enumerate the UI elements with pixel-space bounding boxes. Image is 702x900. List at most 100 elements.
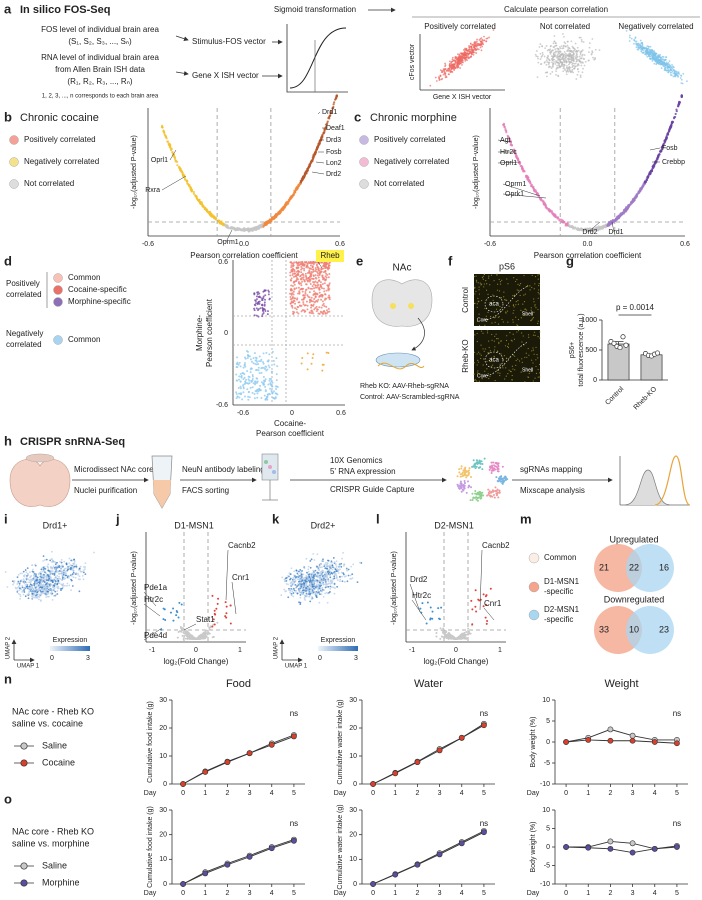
volcano-point xyxy=(576,227,579,231)
volcano-point xyxy=(163,133,167,137)
cloud-point xyxy=(648,48,651,51)
volcano-point xyxy=(609,221,613,224)
micrograph-speckle xyxy=(499,372,501,374)
scatter-point xyxy=(290,284,293,287)
cloud-point xyxy=(649,45,652,48)
micrograph-speckle xyxy=(497,338,499,340)
cloud-point xyxy=(580,57,583,59)
scatter-point xyxy=(304,274,307,277)
cloud-point xyxy=(563,57,566,60)
scatter-point xyxy=(303,269,306,272)
scatter-point xyxy=(302,274,305,277)
scatter-point xyxy=(319,284,322,287)
micrograph-speckle xyxy=(537,376,539,378)
volcano-point xyxy=(308,163,311,166)
label: aca xyxy=(489,302,499,308)
micrograph-speckle xyxy=(503,355,506,357)
volcano-point xyxy=(201,204,204,207)
micrograph-speckle xyxy=(498,290,501,292)
micrograph-speckle xyxy=(507,346,510,349)
scatter-point xyxy=(322,265,325,268)
umap-icon-point xyxy=(504,475,507,478)
cloud-point xyxy=(662,58,665,61)
gene-label: Crebbp xyxy=(662,159,685,166)
micrograph-speckle xyxy=(512,304,515,306)
cloud-point xyxy=(492,29,495,31)
volcano-point xyxy=(321,136,324,139)
cloud-point xyxy=(439,74,442,77)
scatter-point xyxy=(294,307,297,310)
label: Rheb-KO xyxy=(461,339,470,372)
legend-label: Common xyxy=(68,335,100,344)
scatter-point xyxy=(262,375,265,378)
label: 5' RNA expression xyxy=(330,467,396,476)
micrograph-speckle xyxy=(477,370,479,372)
umap-icon-point xyxy=(498,491,501,494)
scatter-point xyxy=(262,382,265,385)
umap-icon-point xyxy=(476,496,479,499)
volcano-point xyxy=(573,227,576,230)
scatter-point xyxy=(295,308,298,311)
umap-icon-point xyxy=(487,488,490,491)
cloud-point xyxy=(567,70,570,73)
scatter-point xyxy=(275,373,278,376)
micrograph-speckle xyxy=(505,367,507,369)
umap-point xyxy=(27,597,30,600)
scatter-point xyxy=(238,392,241,395)
micrograph-speckle xyxy=(488,346,490,349)
cloud-point xyxy=(628,34,631,37)
umap-point xyxy=(43,559,46,561)
cloud-point xyxy=(471,53,473,56)
cloud-point xyxy=(565,56,568,59)
micrograph-speckle xyxy=(529,289,531,291)
umap-icon-point xyxy=(467,484,470,487)
umap-point xyxy=(57,579,59,582)
umap-point xyxy=(66,584,68,587)
cloud-point xyxy=(671,70,674,73)
micrograph-speckle xyxy=(508,369,510,371)
volcano-point xyxy=(547,207,550,211)
scatter-point xyxy=(268,377,271,380)
umap-icon-point xyxy=(467,480,470,483)
umap-icon-point xyxy=(499,475,502,478)
scatter-point xyxy=(298,282,301,285)
cloud-point xyxy=(475,52,478,54)
umap-icon-point xyxy=(497,470,500,473)
scatter-point xyxy=(292,272,295,275)
cloud-point xyxy=(485,40,488,43)
cloud-point xyxy=(569,69,571,72)
umap-icon-point xyxy=(491,464,494,467)
scatter-point xyxy=(265,365,268,368)
cloud-point xyxy=(466,52,469,55)
umap-point xyxy=(22,593,25,596)
legend-label: Positively correlated xyxy=(24,135,96,144)
scatter-point xyxy=(328,296,331,299)
label: (S₁, S₂, S₃, ..., Sₙ) xyxy=(68,37,132,46)
cloud-point xyxy=(441,77,444,80)
umap-icon-point xyxy=(492,494,495,497)
scatter-point xyxy=(237,363,240,366)
cloud-point xyxy=(451,58,454,61)
micrograph-speckle xyxy=(533,301,535,303)
scatter-point xyxy=(324,278,327,281)
scatter-point xyxy=(269,387,272,390)
micrograph-speckle xyxy=(524,381,526,383)
scatter-point xyxy=(242,385,245,388)
scatter-point xyxy=(255,369,258,372)
gene-label: Oprm1 xyxy=(217,239,239,246)
sigmoid-curve xyxy=(289,27,347,89)
micrograph-speckle xyxy=(486,330,489,332)
cloud-point xyxy=(444,65,447,68)
cloud-point xyxy=(657,58,659,61)
scatter-point xyxy=(308,291,311,294)
cloud-point xyxy=(651,60,654,62)
micrograph-speckle xyxy=(476,380,478,382)
volcano-point xyxy=(302,175,305,178)
micrograph-speckle xyxy=(499,305,501,308)
scatter-point xyxy=(274,392,277,395)
umap-point xyxy=(49,566,52,568)
umap-point xyxy=(32,571,35,573)
volcano-point xyxy=(190,188,193,192)
scatter-point xyxy=(257,366,260,369)
micrograph-speckle xyxy=(519,294,521,297)
